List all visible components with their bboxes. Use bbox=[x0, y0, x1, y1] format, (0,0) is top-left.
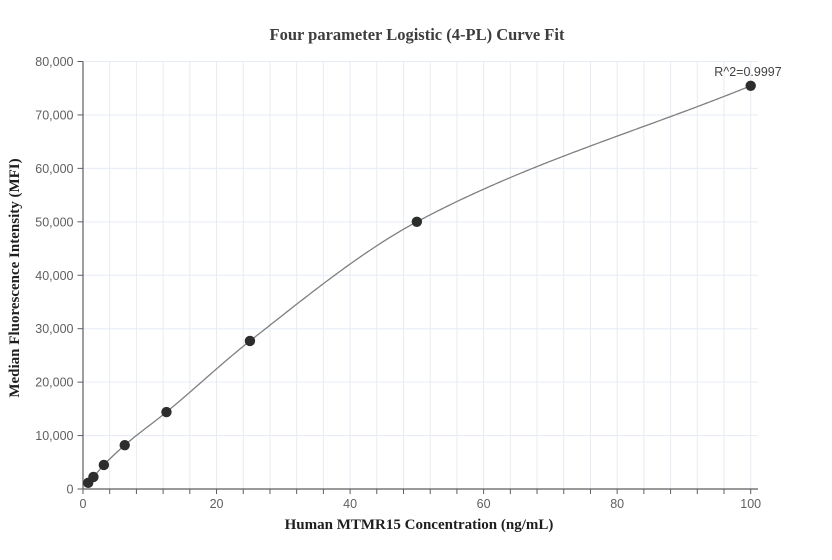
x-tick-label: 60 bbox=[477, 497, 491, 511]
x-axis-title: Human MTMR15 Concentration (ng/mL) bbox=[285, 517, 554, 533]
y-tick-label: 80,000 bbox=[35, 55, 73, 69]
x-tick-label: 0 bbox=[80, 497, 87, 511]
y-tick-label: 20,000 bbox=[35, 376, 73, 390]
x-tick-label: 100 bbox=[740, 497, 761, 511]
data-points bbox=[83, 80, 756, 489]
x-tick-label: 40 bbox=[343, 497, 357, 511]
y-tick-label: 0 bbox=[67, 483, 74, 497]
fit-curve-line bbox=[83, 85, 751, 487]
data-point bbox=[411, 216, 423, 228]
x-tick-label: 80 bbox=[610, 497, 624, 511]
y-tick-label: 70,000 bbox=[35, 108, 73, 122]
data-point bbox=[244, 335, 256, 347]
axes bbox=[77, 61, 758, 494]
data-point bbox=[119, 439, 130, 451]
data-point bbox=[161, 406, 172, 418]
chart-title: Four parameter Logistic (4-PL) Curve Fit bbox=[270, 25, 565, 44]
x-tick-label: 20 bbox=[210, 497, 224, 511]
data-point bbox=[88, 471, 99, 483]
y-axis-title: Median Fluorescence Intensity (MFI) bbox=[7, 158, 23, 397]
y-tick-label: 10,000 bbox=[35, 429, 73, 443]
y-tick-label: 30,000 bbox=[35, 322, 73, 336]
tick-labels: 0 20 40 60 80 100 0 10,000 20,000 30,000 40,000 50,… bbox=[35, 55, 761, 511]
r-squared-annotation: R^2=0.9997 bbox=[714, 65, 781, 79]
data-point bbox=[745, 80, 756, 92]
y-tick-label: 50,000 bbox=[35, 215, 73, 229]
y-tick-label: 60,000 bbox=[35, 162, 73, 176]
data-point bbox=[98, 459, 110, 471]
gridlines bbox=[82, 61, 758, 490]
y-tick-label: 40,000 bbox=[35, 269, 73, 283]
